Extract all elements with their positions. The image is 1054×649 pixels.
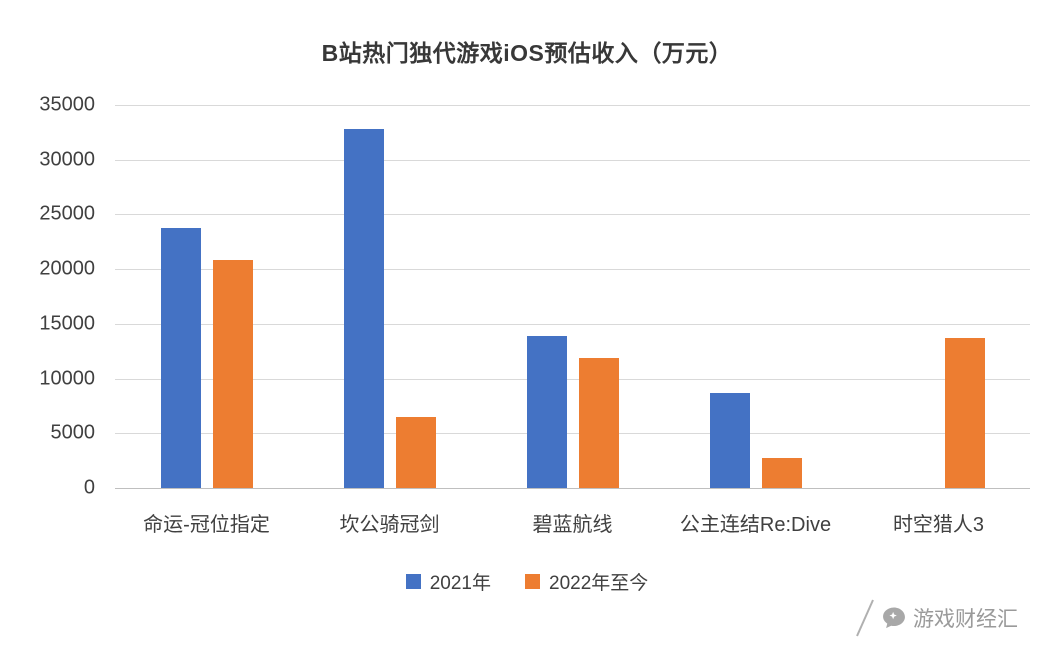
x-axis-line xyxy=(115,488,1030,489)
bar-2021年-公主连结Re:Dive xyxy=(709,392,750,488)
x-axis-label: 公主连结Re:Dive xyxy=(679,514,832,536)
legend-swatch xyxy=(405,574,421,589)
x-axis-label: 坎公骑冠剑 xyxy=(339,514,440,536)
legend-swatch xyxy=(525,574,540,589)
x-axis-label: 命运-冠位指定 xyxy=(143,514,270,536)
x-axis-labels: 命运-冠位指定 坎公骑冠剑 碧蓝航线 公主连结Re:Dive 时空猎人3 xyxy=(115,508,1030,538)
chat-bubble-icon xyxy=(883,607,905,629)
y-tick-label: 30000 xyxy=(39,148,95,171)
y-tick-label: 15000 xyxy=(39,312,95,335)
plot-area xyxy=(115,105,1030,489)
watermark-text: 游戏财经汇 xyxy=(913,608,1018,631)
gridline xyxy=(115,105,1030,106)
legend-item: 2022年至今 xyxy=(525,568,648,595)
y-axis-labels: 0 5000 10000 15000 20000 25000 30000 35000 xyxy=(5,94,105,499)
watermark: 游戏财经汇 xyxy=(855,598,1018,638)
x-axis-label: 时空猎人3 xyxy=(892,514,985,536)
y-tick-label: 25000 xyxy=(39,202,95,225)
legend: 2021年 2022年至今 xyxy=(0,568,1054,595)
bar-2022年至今-命运-冠位指定 xyxy=(212,260,253,488)
chart-title: B站热门独代游戏iOS预估收入（万元） xyxy=(321,40,733,66)
x-axis-label: 碧蓝航线 xyxy=(532,514,613,536)
gridline xyxy=(115,159,1030,161)
slash-icon xyxy=(856,599,874,637)
bar-2022年至今-时空猎人3 xyxy=(944,338,985,488)
y-tick-label: 35000 xyxy=(39,93,95,116)
bar-2021年-命运-冠位指定 xyxy=(160,227,201,488)
legend-label: 2021年 xyxy=(429,573,491,594)
bar-2021年-坎公骑冠剑 xyxy=(343,129,384,488)
bar-2022年至今-坎公骑冠剑 xyxy=(395,416,436,488)
gridline xyxy=(115,378,1030,380)
legend-item: 2021年 xyxy=(405,568,491,595)
gridline xyxy=(115,214,1030,216)
bar-2022年至今-碧蓝航线 xyxy=(578,357,619,488)
bar-2022年至今-公主连结Re:Dive xyxy=(761,458,802,488)
gridline xyxy=(115,433,1030,435)
bar-2021年-碧蓝航线 xyxy=(526,335,567,488)
y-tick-label: 20000 xyxy=(39,257,95,280)
legend-label: 2022年至今 xyxy=(549,573,649,594)
y-tick-label: 10000 xyxy=(39,367,95,390)
gridline xyxy=(115,269,1030,271)
y-tick-label: 0 xyxy=(83,476,95,499)
y-tick-label: 5000 xyxy=(50,421,96,444)
gridline xyxy=(115,323,1030,325)
